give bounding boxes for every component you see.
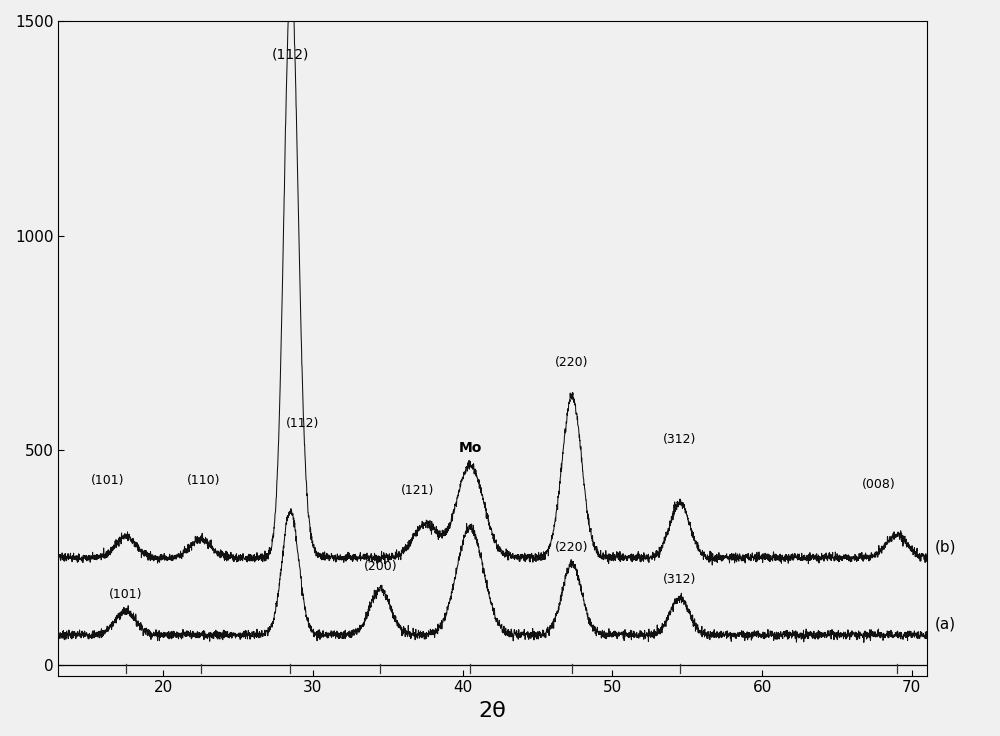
Text: (110): (110) [187,474,220,486]
X-axis label: 2θ: 2θ [479,701,507,721]
Text: (121): (121) [401,484,434,498]
Text: (101): (101) [91,474,125,486]
Text: (b): (b) [934,539,956,554]
Text: (101): (101) [109,588,142,601]
Text: Mo: Mo [458,441,482,455]
Text: (200): (200) [363,559,397,573]
Text: (112): (112) [286,417,319,430]
Text: (312): (312) [663,573,696,587]
Text: (112): (112) [272,48,309,62]
Text: (220): (220) [555,355,589,369]
Text: (008): (008) [862,478,896,491]
Text: (220): (220) [555,541,589,554]
Text: (a): (a) [934,617,955,631]
Text: (312): (312) [663,433,696,446]
